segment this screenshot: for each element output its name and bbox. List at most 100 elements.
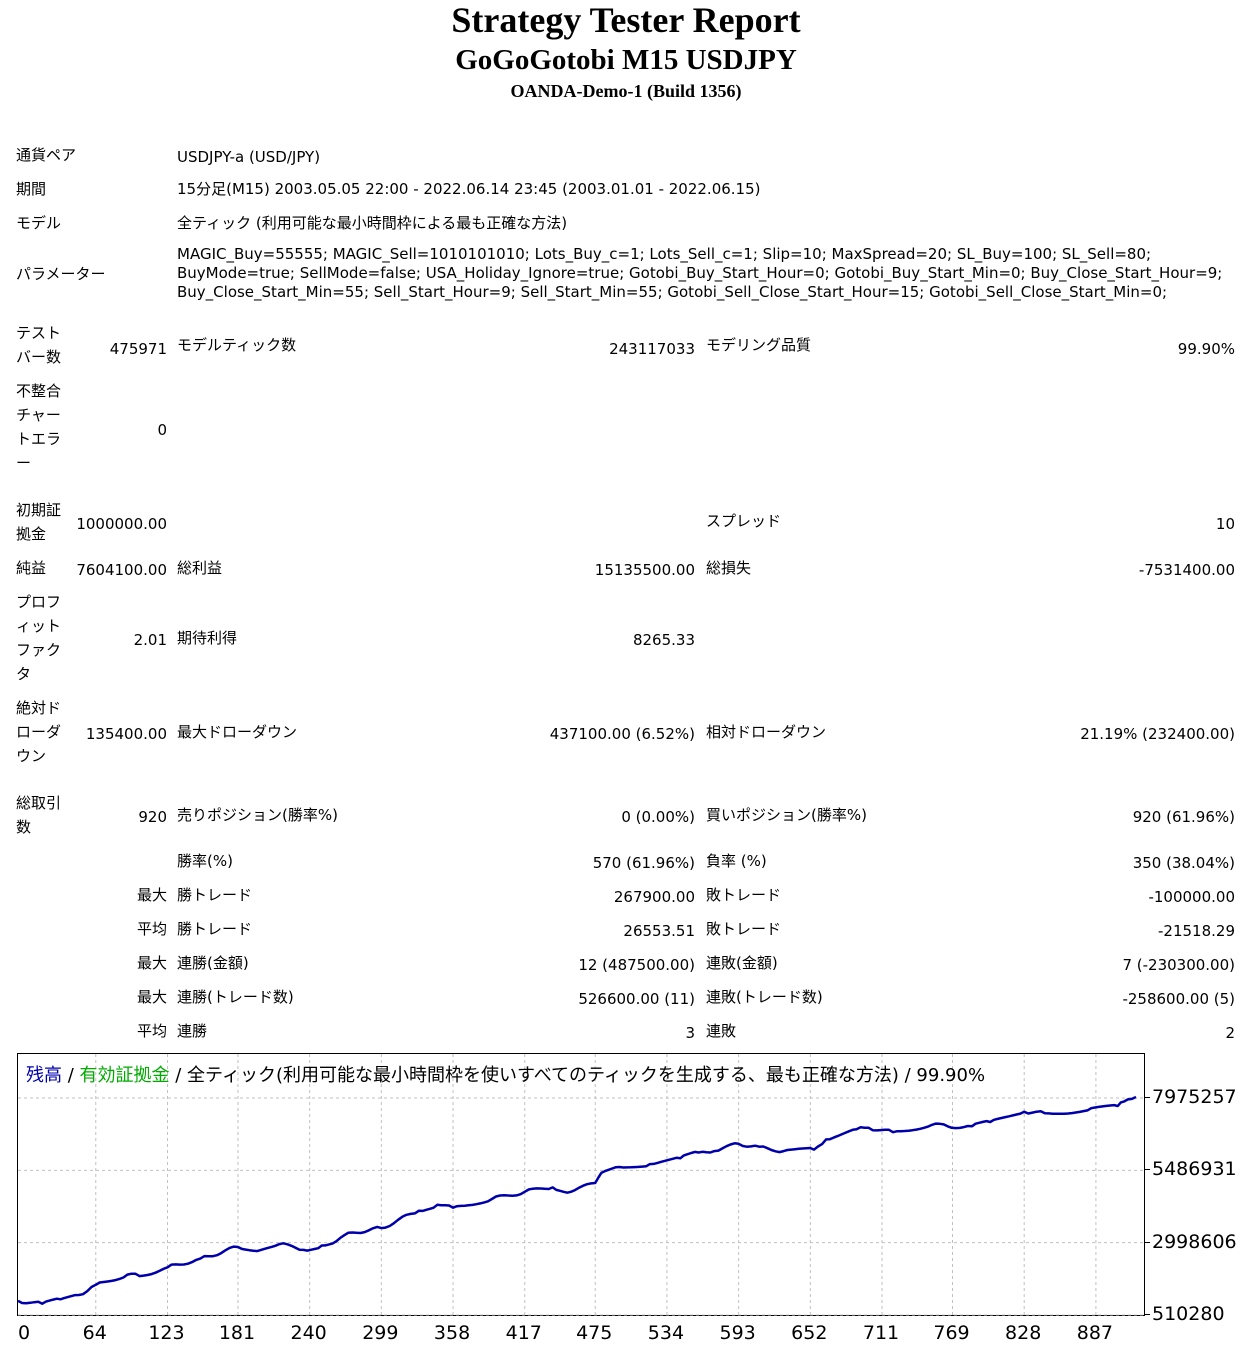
- net-label: 純益: [16, 559, 47, 577]
- avg-loss-trade-label: 敗トレード: [706, 920, 782, 938]
- model-value: 全ティック (利用可能な最小時間枠による最も正確な方法): [177, 214, 568, 232]
- x-tick-label: 887: [1076, 1322, 1114, 1344]
- x-tick-label: 299: [362, 1322, 399, 1344]
- expected-payoff-label: 期待利得: [177, 629, 238, 647]
- max-win-trade-value: 267900.00: [613, 888, 695, 906]
- chart-legend: 残高 / 有効証拠金 / 全ティック(利用可能な最小時間枠を使いすべてのティック…: [26, 1064, 985, 1088]
- short-positions-label: 売りポジション(勝率%): [177, 806, 338, 824]
- cons-win-money-label: 連勝(金額): [177, 954, 249, 972]
- gross-profit-label: 総利益: [177, 559, 223, 577]
- x-tick-label: 123: [148, 1322, 185, 1344]
- ticks-value: 243117033: [609, 340, 695, 358]
- max-prefix-1: 最大: [136, 886, 167, 904]
- y-tick-mark: [1145, 1097, 1150, 1098]
- expected-payoff-value: 8265.33: [632, 631, 695, 649]
- period-label: 期間: [16, 180, 47, 198]
- gross-loss-label: 総損失: [706, 559, 752, 577]
- max-prefix-3: 最大: [136, 988, 167, 1006]
- x-tick-label: 769: [933, 1322, 970, 1344]
- cons-win-count-value: 526600.00 (11): [578, 990, 695, 1008]
- bars-label: テストバー数: [16, 324, 62, 366]
- x-tick-label: 828: [1005, 1322, 1042, 1344]
- loss-rate-label: 負率 (%): [706, 852, 767, 870]
- gross-profit-value: 15135500.00: [594, 561, 695, 579]
- short-positions-value: 0 (0.00%): [621, 808, 695, 826]
- cons-loss-count-value: -258600.00 (5): [1122, 990, 1235, 1008]
- x-tick-label: 0: [17, 1322, 31, 1344]
- y-tick-label: 5486931: [1152, 1158, 1237, 1181]
- y-tick-label: 7975257: [1152, 1086, 1237, 1108]
- rel-drawdown-label: 相対ドローダウン: [706, 723, 827, 741]
- cons-loss-count-label: 連敗(トレード数): [706, 988, 823, 1006]
- total-trades-label: 総取引数: [16, 794, 62, 836]
- legend-separator: /: [62, 1065, 80, 1086]
- spread-value: 10: [1215, 515, 1235, 533]
- net-value: 7604100.00: [76, 561, 167, 579]
- max-loss-trade-label: 敗トレード: [706, 886, 782, 904]
- x-tick-label: 181: [218, 1322, 256, 1344]
- spread-label: スプレッド: [706, 512, 782, 530]
- legend-balance: 残高: [26, 1065, 62, 1086]
- loss-rate-value: 350 (38.04%): [1132, 854, 1235, 872]
- mismatch-value: 0: [157, 421, 167, 439]
- gross-loss-value: -7531400.00: [1138, 561, 1235, 579]
- profit-factor-label: プロフィットファクタ: [16, 593, 62, 683]
- profit-factor-value: 2.01: [133, 631, 167, 649]
- cons-win-count-label: 連勝(トレード数): [177, 988, 294, 1006]
- avg-loss-trade-value: -21518.29: [1158, 922, 1235, 940]
- balance-chart: 残高 / 有効証拠金 / 全ティック(利用可能な最小時間枠を使いすべてのティック…: [17, 1053, 1146, 1317]
- x-tick-label: 711: [862, 1322, 900, 1344]
- ticks-label: モデルティック数: [177, 336, 297, 354]
- params-label: パラメーター: [16, 265, 106, 283]
- x-tick-label: 64: [82, 1322, 107, 1344]
- avg-win-trade-value: 26553.51: [623, 922, 695, 940]
- y-tick-mark: [1145, 1169, 1150, 1171]
- avg-win-trade-label: 勝トレード: [177, 920, 253, 938]
- bars-value: 475971: [109, 340, 167, 358]
- cons-loss-money-value: 7 (-230300.00): [1122, 956, 1235, 974]
- symbol-value: USDJPY-a (USD/JPY): [177, 148, 321, 166]
- max-drawdown-label: 最大ドローダウン: [177, 723, 298, 741]
- avg-cons-win-value: 3: [685, 1024, 695, 1042]
- x-tick-label: 593: [719, 1322, 756, 1344]
- x-tick-label: 417: [505, 1322, 542, 1344]
- x-tick-label: 534: [647, 1322, 685, 1344]
- cons-loss-money-label: 連敗(金額): [706, 954, 778, 972]
- avg-cons-loss-value: 2: [1225, 1024, 1235, 1042]
- total-trades-value: 920: [138, 808, 167, 826]
- mismatch-label: 不整合チャートエラー: [16, 382, 62, 472]
- avg-cons-loss-label: 連敗: [706, 1022, 737, 1040]
- report-subtitle: GoGoGotobi M15 USDJPY: [455, 44, 797, 76]
- long-positions-value: 920 (61.96%): [1132, 808, 1235, 826]
- win-rate-value: 570 (61.96%): [592, 854, 695, 872]
- x-tick-label: 358: [433, 1322, 471, 1344]
- max-loss-trade-value: -100000.00: [1148, 888, 1235, 906]
- model-label: モデル: [16, 214, 62, 232]
- server-build: OANDA-Demo-1 (Build 1356): [510, 81, 742, 101]
- y-tick-mark: [1145, 1241, 1150, 1243]
- avg-cons-win-label: 連勝: [177, 1022, 208, 1040]
- y-tick-mark: [1145, 1314, 1150, 1315]
- x-tick-label: 475: [576, 1322, 613, 1344]
- balance-series-line: [18, 1095, 1137, 1305]
- x-tick-label: 240: [290, 1322, 327, 1344]
- period-value: 15分足(M15) 2003.05.05 22:00 - 2022.06.14 …: [177, 180, 761, 198]
- avg-prefix-2: 平均: [136, 1022, 167, 1040]
- abs-drawdown-value: 135400.00: [85, 725, 167, 743]
- win-rate-label: 勝率(%): [177, 852, 233, 870]
- cons-win-money-value: 12 (487500.00): [578, 956, 695, 974]
- legend-equity: 有効証拠金: [79, 1065, 170, 1086]
- legend-description: / 全ティック(利用可能な最小時間枠を使いすべてのティックを生成する、最も正確な…: [169, 1065, 986, 1086]
- max-win-trade-label: 勝トレード: [177, 886, 253, 904]
- deposit-value: 1000000.00: [76, 515, 167, 533]
- quality-label: モデリング品質: [706, 336, 812, 354]
- long-positions-label: 買いポジション(勝率%): [706, 806, 867, 824]
- symbol-label: 通貨ペア: [16, 146, 77, 164]
- quality-value: 99.90%: [1177, 340, 1235, 358]
- abs-drawdown-label: 絶対ドローダウン: [16, 699, 62, 765]
- balance-chart-plot: [18, 1054, 1146, 1317]
- y-tick-label: 2998606: [1152, 1230, 1237, 1253]
- rel-drawdown-value: 21.19% (232400.00): [1080, 725, 1235, 743]
- params-value: MAGIC_Buy=55555; MAGIC_Sell=1010101010; …: [177, 245, 1223, 301]
- report-title: Strategy Tester Report: [451, 0, 801, 40]
